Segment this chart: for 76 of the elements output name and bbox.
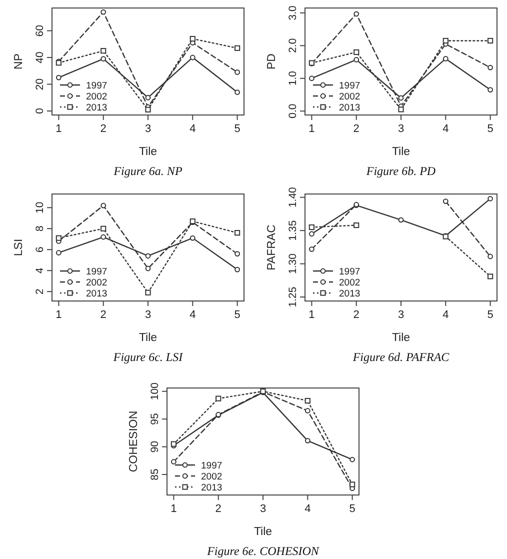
y-tick-label: 1.35 — [287, 220, 299, 241]
caption: Figure 6c. LSI — [112, 350, 184, 364]
caption: Figure 6e. COHESION — [206, 544, 320, 558]
caption: Figure 6a. NP — [112, 164, 183, 178]
x-tick-label: 4 — [442, 123, 449, 135]
y-tick-label: 10 — [34, 202, 46, 214]
x-axis-title: Tile — [254, 526, 272, 538]
y-tick-label: 4 — [34, 268, 46, 274]
x-axis-title: Tile — [138, 146, 158, 158]
legend-label: 2002 — [201, 472, 222, 482]
y-tick-label: 90 — [149, 440, 161, 453]
x-tick-label: 1 — [308, 123, 315, 135]
legend-label: 2002 — [86, 92, 108, 102]
x-tick-label: 3 — [260, 503, 266, 515]
legend-label: 2002 — [339, 92, 360, 102]
x-axis-title: Tile — [138, 332, 158, 344]
x-tick-label: 5 — [487, 309, 494, 321]
x-tick-label: 4 — [190, 309, 196, 321]
x-tick-label: 4 — [304, 503, 311, 515]
legend-label: 2013 — [201, 482, 222, 494]
x-tick-label: 3 — [398, 123, 404, 135]
x-tick-label: 2 — [353, 309, 360, 321]
legend-label: 2002 — [86, 278, 108, 288]
y-tick-label: 85 — [149, 468, 161, 480]
x-tick-label: 2 — [100, 123, 106, 135]
legend-label: 2013 — [339, 288, 360, 300]
y-axis-title: PAFRAC — [266, 224, 278, 270]
y-tick-label: 95 — [149, 413, 161, 425]
y-tick-label: 0 — [34, 108, 46, 114]
y-tick-label: 1.30 — [287, 253, 299, 274]
y-axis-title: PD — [266, 54, 278, 70]
legend-label: 2002 — [339, 278, 360, 288]
y-tick-label: 1.40 — [287, 186, 299, 208]
y-tick-label: 2.0 — [287, 38, 299, 53]
x-tick-label: 1 — [170, 503, 177, 515]
x-tick-label: 5 — [487, 123, 494, 135]
y-tick-label: 6 — [34, 246, 46, 253]
x-tick-label: 2 — [100, 309, 106, 321]
x-tick-label: 1 — [56, 309, 62, 321]
y-tick-label: 20 — [34, 78, 46, 90]
x-tick-label: 3 — [144, 309, 152, 321]
x-tick-label: 4 — [442, 309, 449, 321]
y-axis-title: LSI — [13, 238, 25, 256]
y-axis-title: NP — [13, 53, 25, 70]
x-tick-label: 3 — [144, 123, 152, 135]
y-tick-label: 8 — [34, 226, 46, 232]
x-tick-label: 5 — [349, 503, 356, 515]
x-tick-label: 1 — [56, 123, 62, 135]
y-tick-label: 1.25 — [287, 286, 299, 308]
x-tick-label: 5 — [234, 309, 240, 321]
legend-label: 1997 — [201, 460, 222, 472]
x-tick-label: 4 — [190, 123, 196, 135]
legend-label: 1997 — [339, 266, 360, 278]
x-tick-label: 5 — [234, 123, 240, 135]
y-tick-label: 2 — [34, 288, 46, 294]
y-axis-title: COHESION — [128, 410, 140, 472]
x-tick-label: 2 — [353, 123, 360, 135]
x-tick-label: 2 — [215, 503, 222, 515]
legend-label: 1997 — [86, 80, 108, 92]
y-tick-label: 100 — [149, 382, 161, 400]
x-tick-label: 3 — [398, 309, 404, 321]
legend-label: 2013 — [86, 102, 108, 114]
y-tick-label: 40 — [34, 51, 46, 64]
y-tick-label: 3.0 — [287, 5, 299, 20]
legend-label: 1997 — [86, 266, 108, 278]
legend-label: 1997 — [339, 80, 360, 92]
x-axis-title: Tile — [392, 146, 410, 158]
y-tick-label: 0.0 — [287, 104, 299, 118]
y-tick-label: 1.0 — [287, 70, 299, 86]
caption: Figure 6b. PD — [365, 164, 436, 178]
caption: Figure 6d. PAFRAC — [352, 350, 450, 364]
legend-label: 2013 — [86, 288, 108, 300]
x-axis-title: Tile — [392, 332, 410, 344]
legend-label: 2013 — [339, 102, 360, 114]
y-tick-label: 60 — [34, 24, 46, 37]
x-tick-label: 1 — [308, 309, 315, 321]
